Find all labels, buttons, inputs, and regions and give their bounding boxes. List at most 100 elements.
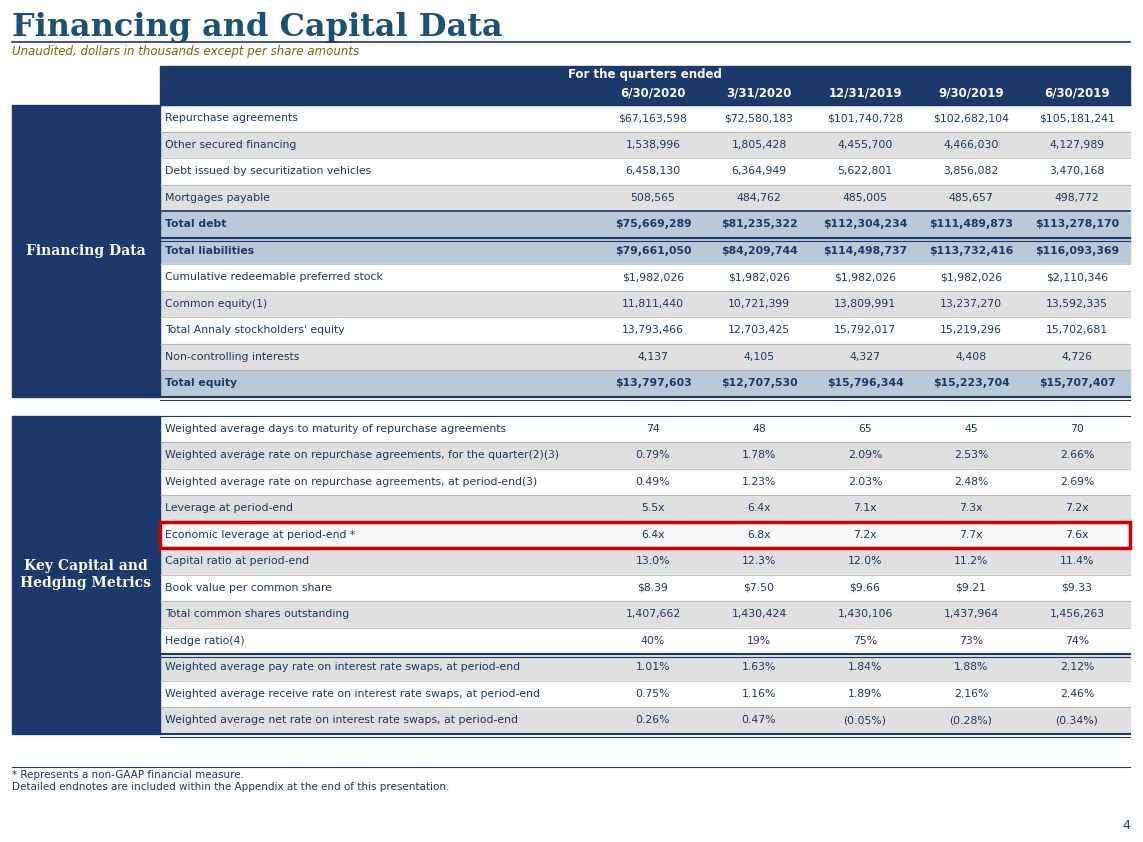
Text: 74: 74 (646, 424, 660, 434)
Text: $79,661,050: $79,661,050 (615, 246, 692, 256)
Text: 6,458,130: 6,458,130 (625, 166, 680, 176)
Text: 1.23%: 1.23% (742, 477, 776, 487)
Text: 13,793,466: 13,793,466 (622, 325, 684, 335)
Text: 0.79%: 0.79% (636, 450, 670, 461)
Text: $2,110,346: $2,110,346 (1046, 272, 1108, 282)
Text: $102,682,104: $102,682,104 (933, 114, 1009, 123)
Text: Weighted average rate on repurchase agreements, at period-end(3): Weighted average rate on repurchase agre… (165, 477, 537, 487)
Text: 70: 70 (1070, 424, 1084, 434)
Text: 15,219,296: 15,219,296 (940, 325, 1002, 335)
Text: (0.28%): (0.28%) (950, 715, 992, 725)
Text: Repurchase agreements: Repurchase agreements (165, 114, 298, 123)
Text: $9.33: $9.33 (1062, 583, 1093, 593)
Text: 13.0%: 13.0% (636, 557, 670, 567)
Text: Debt issued by securitization vehicles: Debt issued by securitization vehicles (165, 166, 371, 176)
Bar (160, 317, 1130, 344)
Bar (11, 105, 160, 397)
Text: Leverage at period-end: Leverage at period-end (165, 504, 293, 514)
Text: $1,982,026: $1,982,026 (834, 272, 896, 282)
Text: 4,455,700: 4,455,700 (838, 140, 893, 150)
Text: $12,707,530: $12,707,530 (721, 378, 798, 388)
Text: 2.69%: 2.69% (1060, 477, 1094, 487)
Text: Weighted average net rate on interest rate swaps, at period-end: Weighted average net rate on interest ra… (165, 715, 518, 725)
Text: 508,565: 508,565 (631, 193, 676, 203)
Text: 0.49%: 0.49% (636, 477, 670, 487)
Text: 4,105: 4,105 (743, 352, 775, 362)
Text: Other secured financing: Other secured financing (165, 140, 296, 150)
Text: 5,622,801: 5,622,801 (838, 166, 893, 176)
Bar (160, 627, 1130, 654)
Text: 1,407,662: 1,407,662 (625, 610, 680, 619)
Text: 1,805,428: 1,805,428 (732, 140, 786, 150)
Text: 0.26%: 0.26% (636, 715, 670, 725)
Text: 2.09%: 2.09% (848, 450, 882, 461)
Text: 7.2x: 7.2x (854, 530, 877, 540)
Text: $67,163,598: $67,163,598 (618, 114, 687, 123)
Text: Book value per common share: Book value per common share (165, 583, 331, 593)
Text: Mortgages payable: Mortgages payable (165, 193, 270, 203)
Bar (160, 158, 1130, 184)
Text: Capital ratio at period-end: Capital ratio at period-end (165, 557, 309, 567)
Text: 12/31/2019: 12/31/2019 (829, 87, 902, 100)
Text: 40%: 40% (641, 636, 665, 646)
Text: 6,364,949: 6,364,949 (732, 166, 786, 176)
Text: $8.39: $8.39 (638, 583, 669, 593)
Text: 498,772: 498,772 (1055, 193, 1100, 203)
Text: 12,703,425: 12,703,425 (728, 325, 790, 335)
Text: 73%: 73% (959, 636, 983, 646)
Text: 6/30/2020: 6/30/2020 (621, 87, 686, 100)
Text: 0.75%: 0.75% (636, 689, 670, 699)
Text: Common equity(1): Common equity(1) (165, 299, 267, 309)
Text: $75,669,289: $75,669,289 (615, 219, 692, 229)
Text: 11,811,440: 11,811,440 (622, 299, 684, 309)
Bar (160, 290, 1130, 317)
Bar (160, 105, 1130, 131)
Text: 3,856,082: 3,856,082 (943, 166, 999, 176)
Text: $9.21: $9.21 (956, 583, 986, 593)
Text: 19%: 19% (746, 636, 772, 646)
Text: $116,093,369: $116,093,369 (1034, 246, 1119, 256)
Text: 2.12%: 2.12% (1060, 663, 1094, 672)
Text: Financing and Capital Data: Financing and Capital Data (11, 12, 503, 43)
Text: 48: 48 (752, 424, 766, 434)
Text: 2.46%: 2.46% (1060, 689, 1094, 699)
Text: Detailed endnotes are included within the Appendix at the end of this presentati: Detailed endnotes are included within th… (11, 782, 449, 792)
Text: Weighted average days to maturity of repurchase agreements: Weighted average days to maturity of rep… (165, 424, 506, 434)
Text: $105,181,241: $105,181,241 (1039, 114, 1114, 123)
Text: $114,498,737: $114,498,737 (823, 246, 908, 256)
Text: 7.3x: 7.3x (959, 504, 983, 514)
Text: 1.78%: 1.78% (742, 450, 776, 461)
Bar (160, 344, 1130, 370)
Text: $81,235,322: $81,235,322 (720, 219, 798, 229)
Text: 4,408: 4,408 (956, 352, 986, 362)
Text: 7.2x: 7.2x (1065, 504, 1089, 514)
Text: 75%: 75% (853, 636, 877, 646)
Text: 1.63%: 1.63% (742, 663, 776, 672)
Text: 15,792,017: 15,792,017 (834, 325, 896, 335)
Bar (160, 468, 1130, 495)
Text: 485,005: 485,005 (842, 193, 887, 203)
Text: 3,470,168: 3,470,168 (1049, 166, 1104, 176)
Text: * Represents a non-GAAP financial measure.: * Represents a non-GAAP financial measur… (11, 770, 243, 781)
Bar (160, 442, 1130, 468)
Text: $1,982,026: $1,982,026 (622, 272, 684, 282)
Text: 1,456,263: 1,456,263 (1049, 610, 1104, 619)
Text: 4,726: 4,726 (1062, 352, 1093, 362)
Text: $13,797,603: $13,797,603 (615, 378, 692, 388)
Text: (0.05%): (0.05%) (844, 715, 887, 725)
Text: 6.4x: 6.4x (748, 504, 770, 514)
Text: 0.47%: 0.47% (742, 715, 776, 725)
Text: $112,304,234: $112,304,234 (823, 219, 908, 229)
Text: 2.03%: 2.03% (848, 477, 882, 487)
Text: 2.48%: 2.48% (953, 477, 989, 487)
Text: 7.7x: 7.7x (959, 530, 983, 540)
Text: 1.01%: 1.01% (636, 663, 670, 672)
Text: 1.84%: 1.84% (848, 663, 882, 672)
Text: $113,278,170: $113,278,170 (1034, 219, 1119, 229)
Text: 4,327: 4,327 (849, 352, 880, 362)
Text: For the quarters ended: For the quarters ended (568, 68, 722, 81)
Bar (160, 521, 1130, 548)
Text: 1,437,964: 1,437,964 (943, 610, 999, 619)
Text: (0.34%): (0.34%) (1056, 715, 1098, 725)
Text: 13,809,991: 13,809,991 (834, 299, 896, 309)
